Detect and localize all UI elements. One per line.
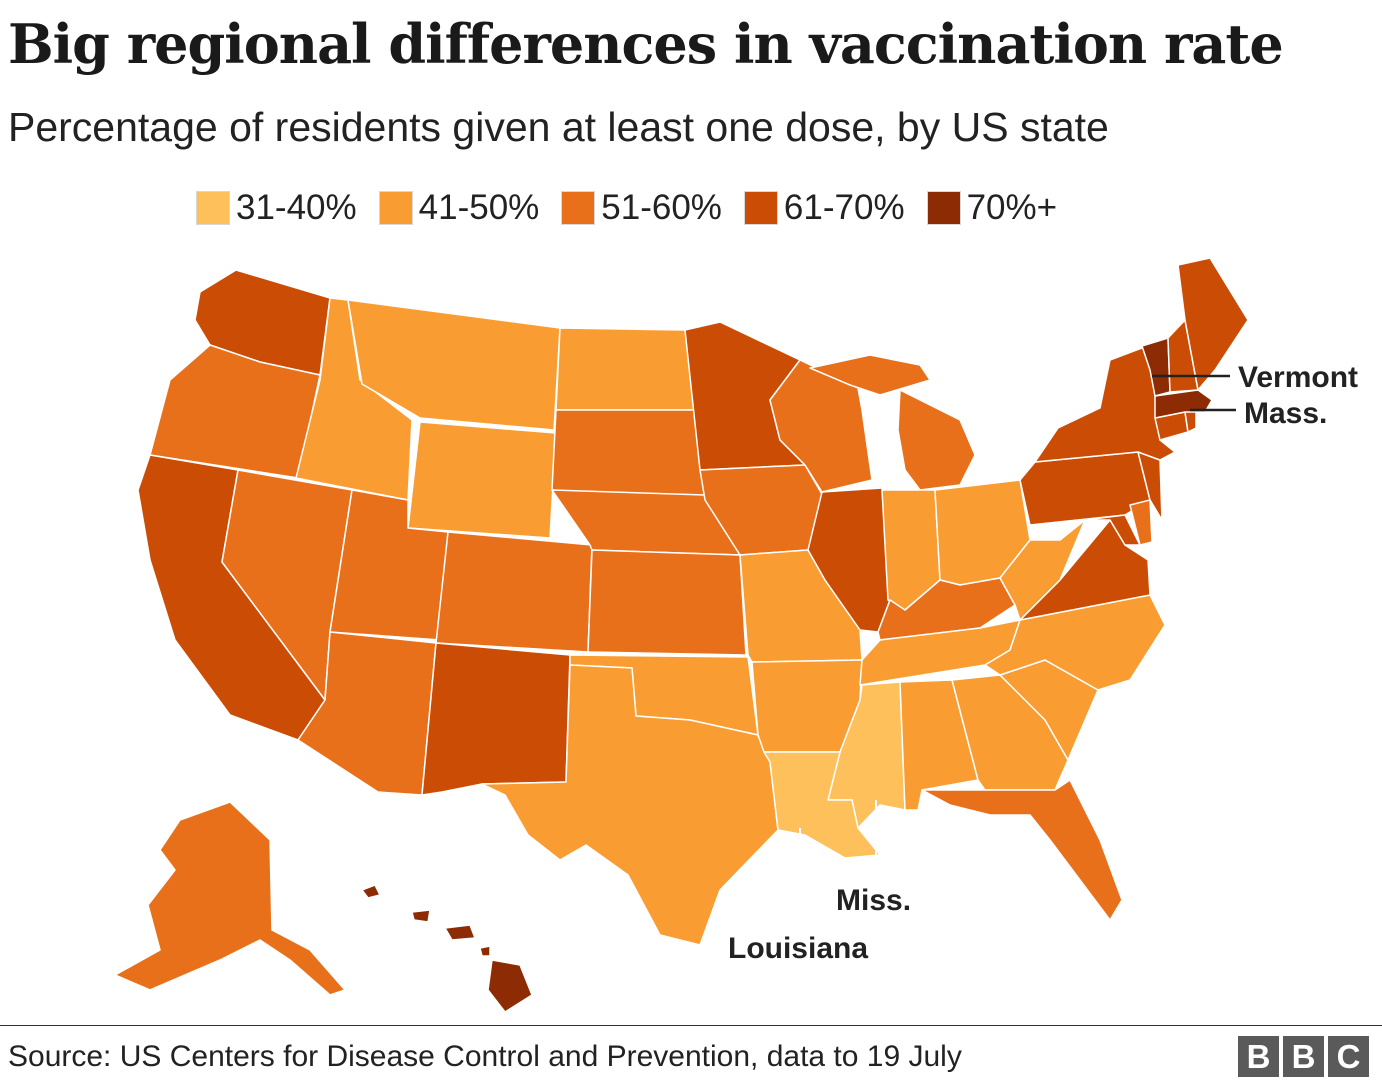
legend-label: 61-70% (783, 188, 905, 227)
legend-swatch (743, 191, 778, 225)
state-florida (921, 779, 1123, 921)
state-maryland (1084, 514, 1141, 546)
chart-title: Big regional differences in vaccination … (8, 12, 1284, 76)
legend-label: 41-50% (418, 188, 540, 227)
state-texas (481, 664, 779, 946)
mass-label: Mass. (1244, 397, 1327, 430)
legend-item: 70%+ (926, 188, 1058, 228)
legend-item: 51-60% (561, 188, 722, 228)
legend-swatch (196, 191, 230, 225)
miss-label: Miss. (836, 884, 911, 917)
state-pennsylvania (1019, 451, 1151, 526)
logo-letter: B (1238, 1036, 1279, 1077)
legend-label: 51-60% (601, 188, 722, 227)
footer-divider (0, 1025, 1382, 1026)
legend-swatch (561, 191, 596, 225)
legend-item: 31-40% (196, 188, 357, 228)
logo-letter: B (1283, 1036, 1324, 1077)
state-michigan-upper (809, 354, 931, 396)
louisiana-label: Louisiana (728, 932, 868, 965)
state-north-dakota (555, 327, 697, 411)
state-new-mexico (421, 642, 571, 796)
bbc-logo: B B C (1238, 1036, 1369, 1077)
source-note: Source: US Centers for Disease Control a… (8, 1040, 962, 1073)
state-vermont (1141, 337, 1171, 397)
state-alaska (114, 801, 346, 996)
state-montana (347, 299, 561, 431)
vermont-label: Vermont (1238, 361, 1358, 394)
state-wyoming (407, 421, 557, 539)
state-south-dakota (551, 409, 706, 501)
logo-letter: C (1328, 1036, 1369, 1077)
state-maine (1177, 257, 1249, 391)
legend-item: 41-50% (378, 188, 540, 228)
legend-label: 70%+ (966, 188, 1058, 227)
state-delaware (1129, 499, 1153, 546)
legend: 31-40% 41-50% 51-60% 61-70% 70%+ (196, 188, 1057, 228)
state-hawaii (361, 884, 533, 1013)
state-louisiana (763, 751, 881, 859)
state-west-virginia (999, 519, 1086, 621)
state-kansas (587, 549, 747, 656)
legend-swatch (378, 191, 413, 225)
legend-swatch (926, 191, 961, 225)
state-colorado (435, 531, 593, 653)
chart-subtitle: Percentage of residents given at least o… (8, 104, 1109, 150)
legend-label: 31-40% (236, 188, 357, 227)
legend-item: 61-70% (743, 188, 905, 228)
state-michigan (897, 389, 976, 491)
